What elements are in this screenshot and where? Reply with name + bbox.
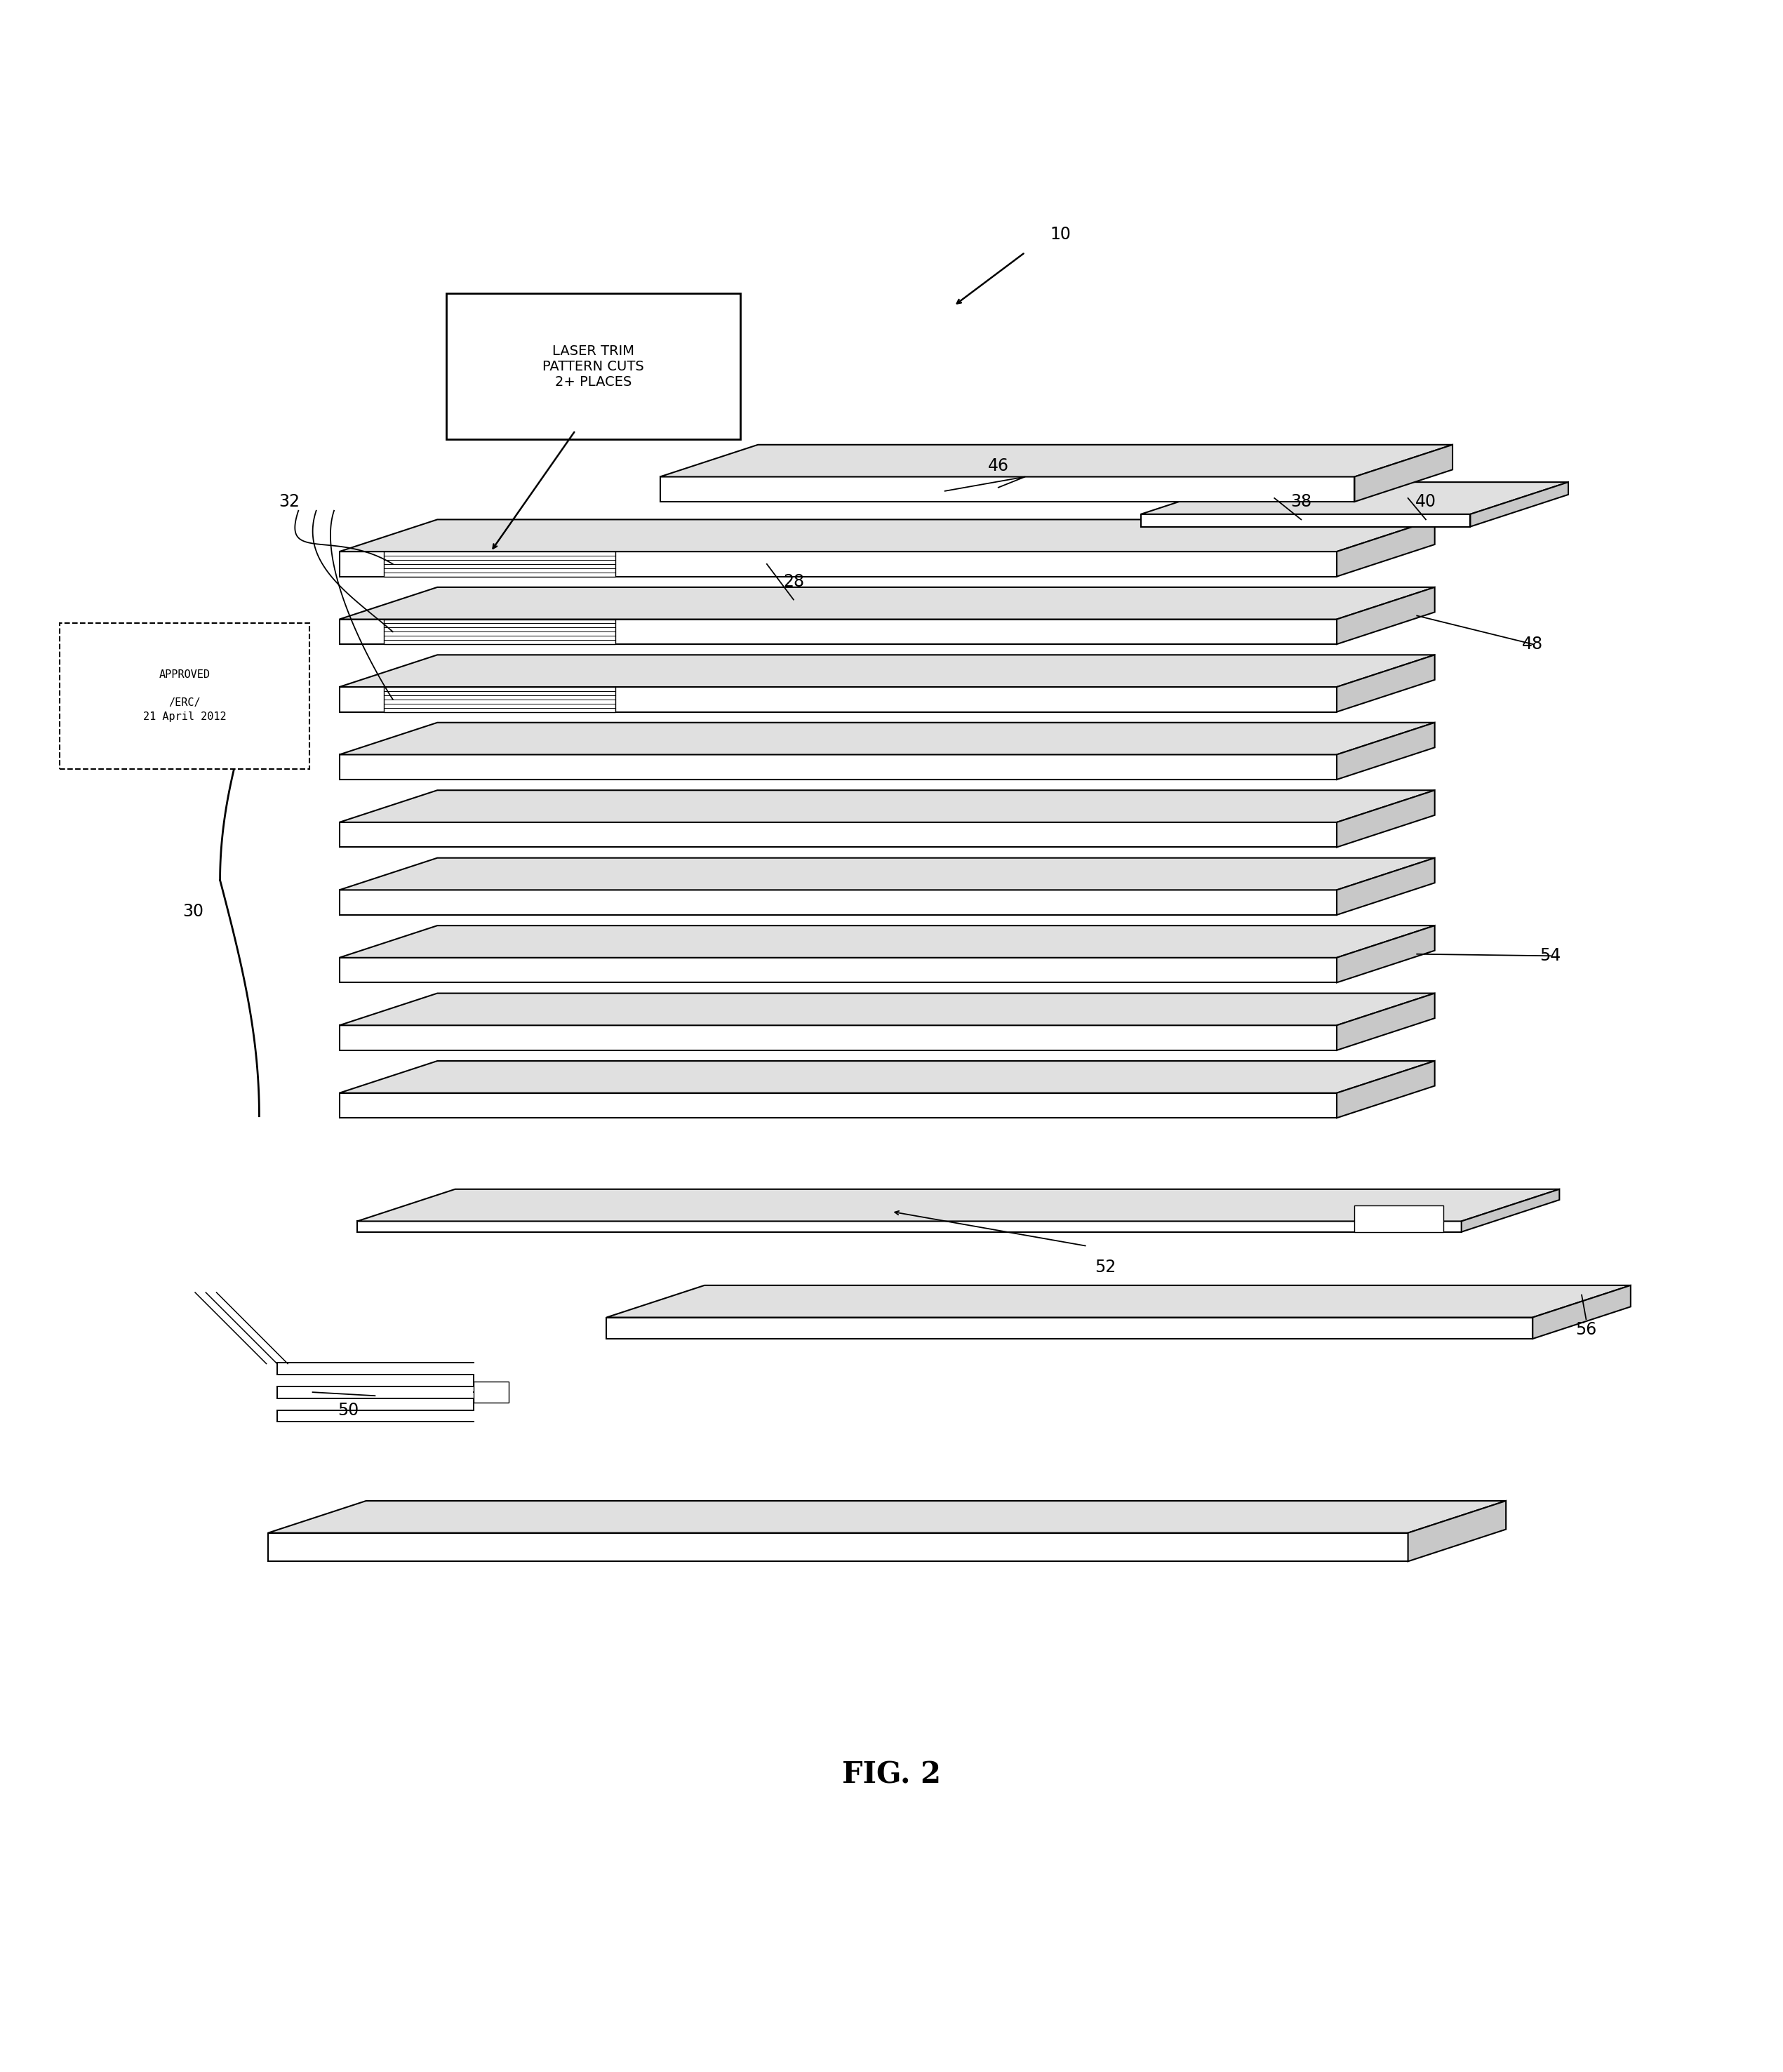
Polygon shape xyxy=(339,620,1337,644)
Text: 50: 50 xyxy=(337,1401,358,1419)
Polygon shape xyxy=(1337,1061,1435,1119)
Polygon shape xyxy=(339,1094,1337,1119)
Polygon shape xyxy=(1337,926,1435,982)
Text: FIG. 2: FIG. 2 xyxy=(842,1761,941,1790)
Text: 30: 30 xyxy=(184,903,203,920)
Text: 56: 56 xyxy=(1576,1322,1598,1339)
Polygon shape xyxy=(1337,992,1435,1051)
Polygon shape xyxy=(1409,1500,1507,1562)
Polygon shape xyxy=(1471,483,1569,526)
Polygon shape xyxy=(1337,586,1435,644)
Polygon shape xyxy=(383,688,615,713)
Text: 52: 52 xyxy=(1095,1260,1116,1276)
Polygon shape xyxy=(339,754,1337,779)
Polygon shape xyxy=(1337,789,1435,847)
Polygon shape xyxy=(1355,1206,1444,1233)
Polygon shape xyxy=(660,445,1453,477)
Polygon shape xyxy=(339,1026,1337,1051)
Polygon shape xyxy=(339,1061,1435,1094)
Polygon shape xyxy=(1355,445,1453,501)
Text: 40: 40 xyxy=(1416,493,1437,510)
Polygon shape xyxy=(339,551,1337,576)
Text: 32: 32 xyxy=(278,493,300,510)
Text: 46: 46 xyxy=(988,458,1009,474)
Polygon shape xyxy=(339,891,1337,916)
Polygon shape xyxy=(606,1318,1533,1339)
Polygon shape xyxy=(339,957,1337,982)
Text: 10: 10 xyxy=(1050,226,1072,242)
FancyBboxPatch shape xyxy=(61,624,308,769)
Polygon shape xyxy=(339,858,1435,891)
Polygon shape xyxy=(357,1189,1560,1220)
Polygon shape xyxy=(383,620,615,644)
Text: 28: 28 xyxy=(783,574,804,591)
Polygon shape xyxy=(339,655,1435,688)
Text: LASER TRIM
PATTERN CUTS
2+ PLACES: LASER TRIM PATTERN CUTS 2+ PLACES xyxy=(542,344,644,387)
Polygon shape xyxy=(339,586,1435,620)
Polygon shape xyxy=(1337,723,1435,779)
Polygon shape xyxy=(1337,655,1435,713)
Polygon shape xyxy=(1337,520,1435,576)
Polygon shape xyxy=(1337,858,1435,916)
Polygon shape xyxy=(357,1220,1462,1233)
Text: APPROVED

/ERC/
21 April 2012: APPROVED /ERC/ 21 April 2012 xyxy=(143,669,226,721)
FancyBboxPatch shape xyxy=(446,294,740,439)
Text: 38: 38 xyxy=(1291,493,1312,510)
Polygon shape xyxy=(474,1382,508,1403)
Text: 48: 48 xyxy=(1523,636,1544,653)
Polygon shape xyxy=(339,926,1435,957)
Text: 54: 54 xyxy=(1541,947,1562,963)
Polygon shape xyxy=(606,1285,1631,1318)
Polygon shape xyxy=(660,477,1355,501)
Polygon shape xyxy=(339,723,1435,754)
Polygon shape xyxy=(267,1500,1507,1533)
Polygon shape xyxy=(339,823,1337,847)
Polygon shape xyxy=(339,688,1337,713)
Polygon shape xyxy=(339,992,1435,1026)
Polygon shape xyxy=(339,520,1435,551)
Polygon shape xyxy=(1141,483,1569,514)
Polygon shape xyxy=(1462,1189,1560,1233)
Polygon shape xyxy=(267,1533,1409,1562)
Polygon shape xyxy=(339,789,1435,823)
Polygon shape xyxy=(1533,1285,1631,1339)
Polygon shape xyxy=(1141,514,1471,526)
Polygon shape xyxy=(383,551,615,576)
